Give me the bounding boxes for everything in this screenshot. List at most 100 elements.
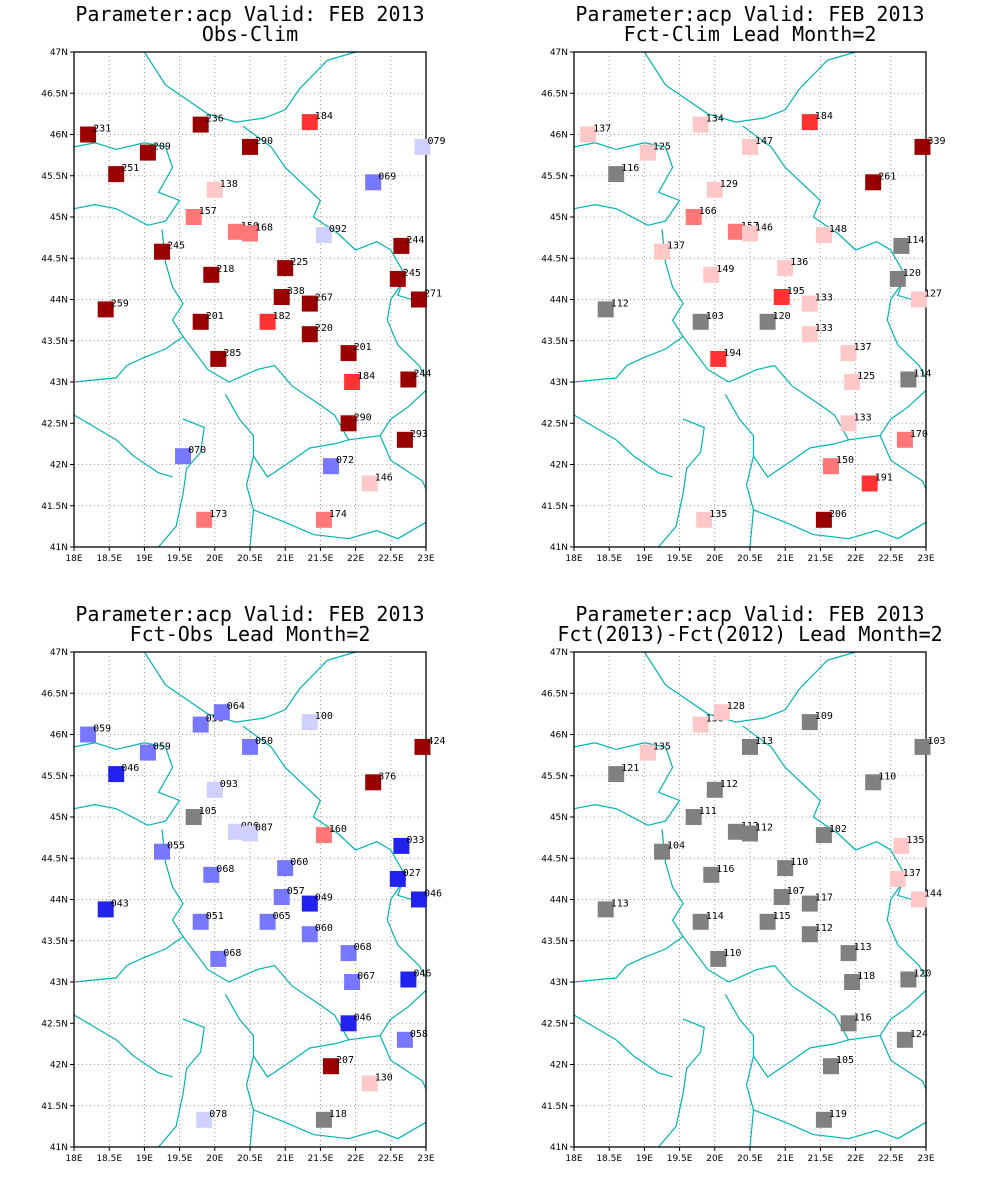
x-tick-label: 18E: [65, 554, 82, 564]
y-tick-label: 43.5N: [541, 937, 568, 947]
station-marker: [400, 371, 417, 388]
y-tick-label: 42.5N: [41, 419, 68, 429]
x-tick-label: 20.5E: [737, 1154, 763, 1164]
station-marker: [361, 1075, 378, 1092]
y-tick-label: 46N: [50, 131, 68, 141]
x-tick-label: 19.5E: [167, 1154, 193, 1164]
station-value-label: 290: [354, 412, 372, 423]
station-marker: [777, 860, 794, 877]
panel-title: Parameter:acp Valid: FEB 2013: [75, 2, 425, 26]
station-marker: [742, 138, 758, 155]
station-marker: [703, 266, 720, 283]
station-value-label: 130: [375, 1073, 393, 1084]
station-marker: [815, 827, 832, 844]
station-marker: [727, 823, 744, 840]
station-marker: [185, 809, 202, 825]
station-marker: [889, 870, 906, 887]
station-marker: [896, 431, 913, 448]
x-tick-label: 19E: [636, 554, 653, 564]
station-value-label: 144: [924, 889, 942, 900]
station-value-label: 118: [857, 971, 875, 982]
station-value-label: 125: [653, 142, 671, 153]
station-value-label: 191: [875, 473, 893, 484]
x-tick-label: 20E: [206, 554, 223, 564]
station-marker: [301, 926, 318, 943]
station-marker: [196, 1111, 213, 1128]
station-value-label: 150: [836, 455, 854, 466]
x-tick-label: 19E: [636, 1154, 653, 1164]
station-marker: [365, 774, 382, 791]
station-marker: [301, 114, 318, 131]
station-marker: [273, 289, 290, 305]
station-value-label: 184: [357, 371, 375, 382]
station-value-label: 137: [593, 124, 611, 135]
y-tick-label: 45.5N: [41, 772, 68, 782]
station-value-label: 060: [290, 857, 308, 868]
station-value-label: 057: [287, 886, 305, 897]
station-marker: [108, 766, 125, 783]
x-tick-label: 18E: [565, 1154, 582, 1164]
station-value-label: 113: [611, 898, 629, 909]
station-value-label: 133: [815, 323, 833, 334]
station-marker: [710, 350, 727, 367]
station-marker: [393, 237, 410, 254]
x-tick-label: 21E: [277, 1154, 294, 1164]
station-marker: [242, 825, 258, 842]
station-marker: [865, 174, 882, 191]
border-line: [386, 278, 427, 379]
station-value-label: 118: [329, 1109, 347, 1120]
border-line: [573, 742, 681, 826]
station-marker: [914, 738, 931, 755]
x-tick-label: 21.5E: [808, 554, 834, 564]
x-tick-label: 20.5E: [237, 1154, 263, 1164]
station-value-label: 166: [699, 206, 717, 217]
station-marker: [185, 209, 202, 225]
station-marker: [213, 704, 230, 721]
station-value-label: 093: [220, 779, 238, 790]
station-value-label: 376: [378, 771, 396, 782]
station-marker: [773, 889, 790, 905]
station-value-label: 067: [357, 971, 375, 982]
panel-title: Parameter:acp Valid: FEB 2013: [575, 2, 925, 26]
station-marker: [389, 870, 406, 887]
station-value-label: 184: [315, 111, 333, 122]
country-borders: [573, 51, 927, 548]
station-marker: [259, 913, 276, 930]
y-tick-label: 44.5N: [41, 254, 68, 264]
border-line: [245, 456, 255, 548]
x-tick-label: 22.5E: [878, 1154, 904, 1164]
border-line: [573, 414, 673, 478]
y-tick-label: 42.5N: [541, 419, 568, 429]
border-line: [573, 229, 684, 383]
border-line: [73, 829, 184, 983]
panel-subtitle: Obs-Clim: [201, 22, 299, 46]
station-marker: [706, 781, 723, 798]
station-value-label: 290: [255, 136, 273, 147]
x-tick-label: 21E: [777, 554, 794, 564]
x-tick-label: 21E: [277, 554, 294, 564]
station-marker: [108, 166, 125, 183]
station-value-label: 207: [336, 1055, 354, 1066]
station-value-label: 103: [706, 311, 724, 322]
y-tick-label: 42N: [50, 461, 68, 471]
x-tick-label: 19.5E: [667, 1154, 693, 1164]
station-value-label: 104: [667, 841, 685, 852]
station-marker: [227, 223, 244, 240]
station-marker: [400, 971, 417, 988]
station-value-label: 103: [928, 736, 946, 747]
station-value-label: 147: [755, 136, 773, 147]
station-value-label: 105: [836, 1055, 854, 1066]
station-value-label: 113: [755, 736, 773, 747]
map-panel-2: Parameter:acp Valid: FEB 2013 Fct-Clim L…: [500, 0, 1000, 600]
station-marker: [692, 716, 709, 733]
station-value-label: 059: [153, 742, 171, 753]
station-value-label: 033: [406, 835, 424, 846]
station-map: 18E 18.5E 19E 19.5E 20E 20.5E 21E 21.5E 22E 22.5E…: [541, 48, 945, 564]
station-value-label: 050: [255, 736, 273, 747]
station-value-label: 424: [428, 736, 446, 747]
border-line: [879, 1035, 927, 1090]
station-value-label: 046: [424, 889, 442, 900]
station-value-label: 043: [111, 898, 129, 909]
station-marker: [80, 126, 97, 143]
station-value-label: 231: [93, 124, 111, 135]
